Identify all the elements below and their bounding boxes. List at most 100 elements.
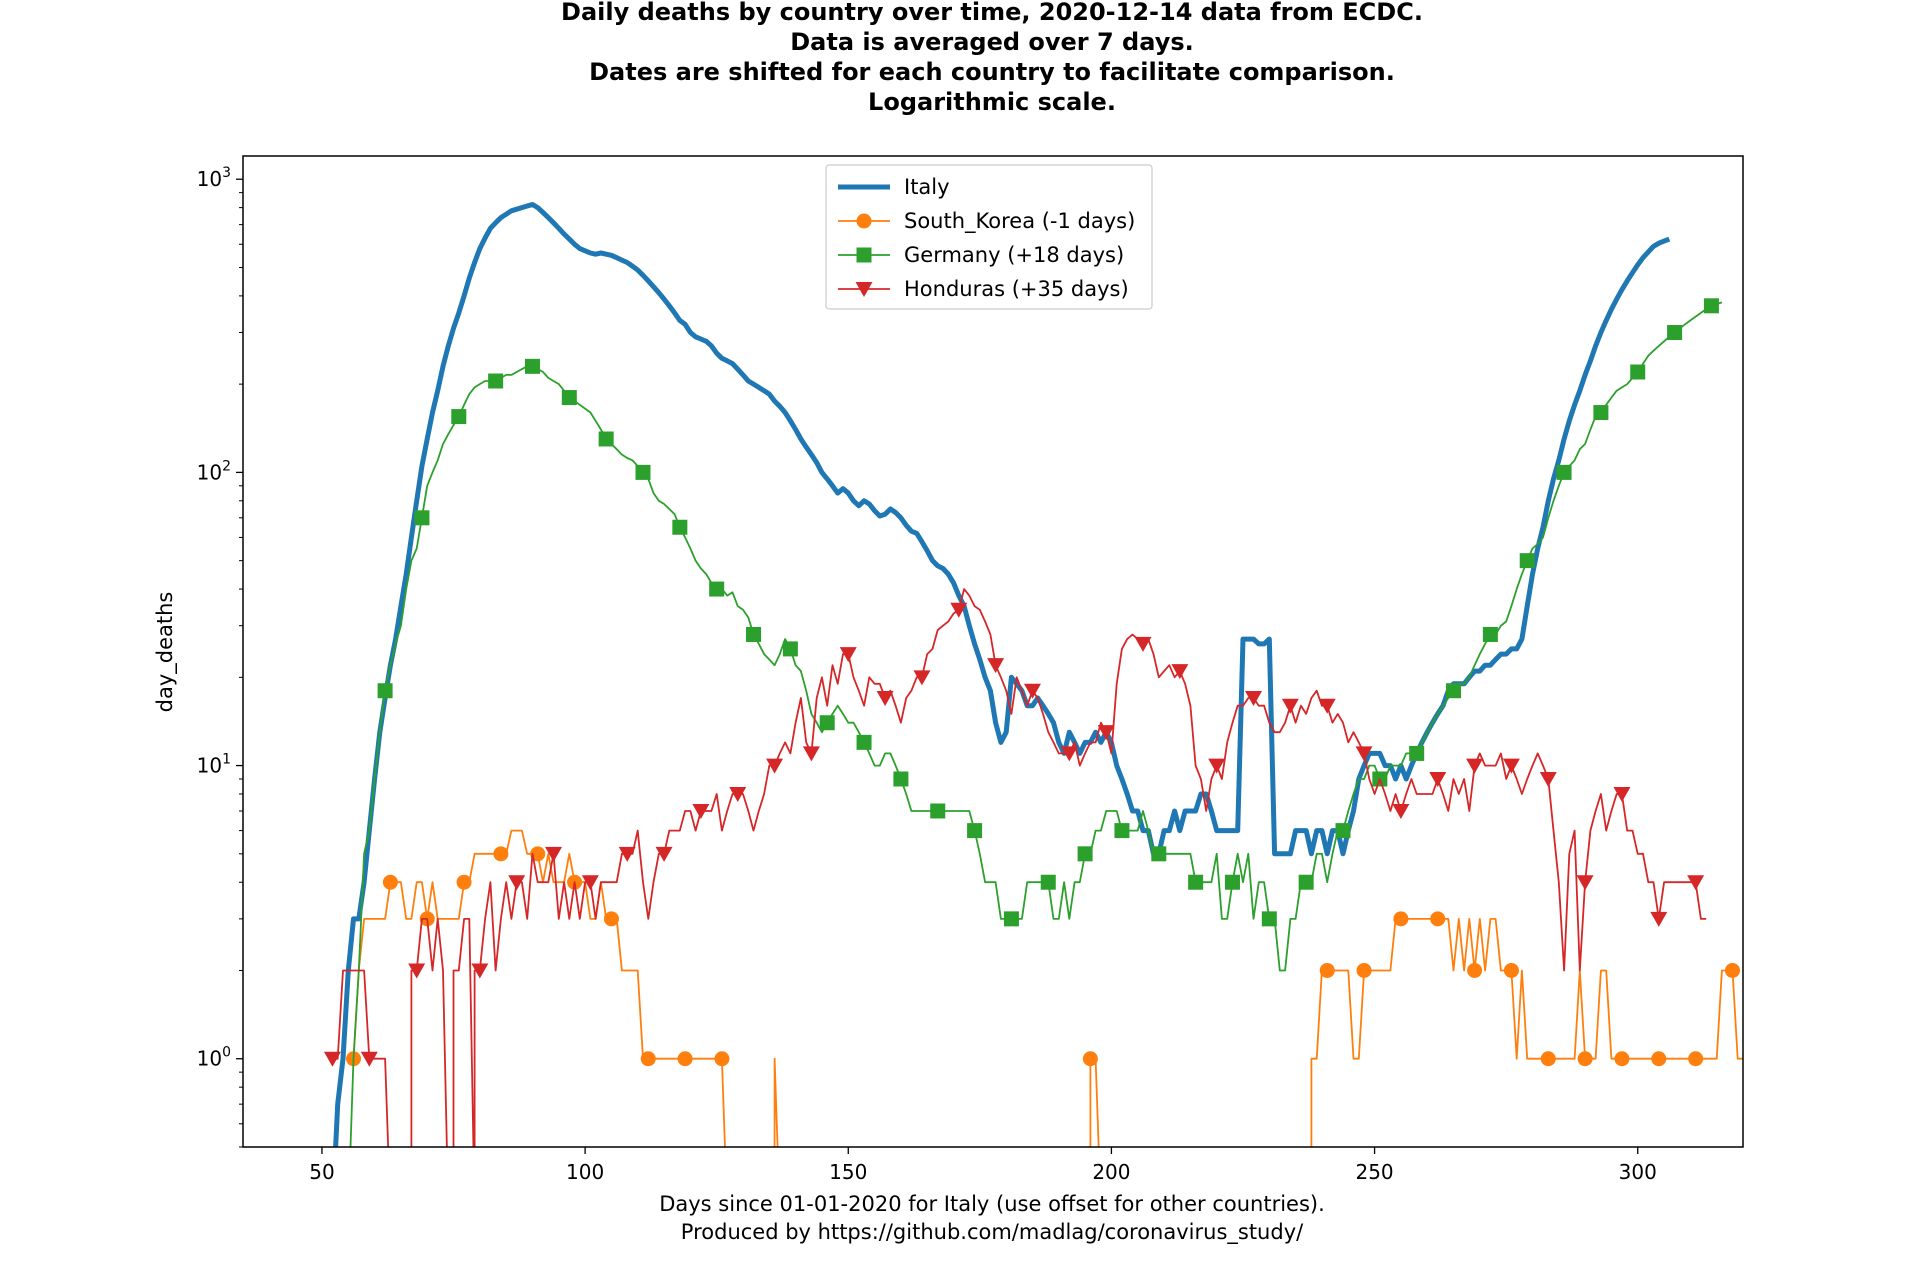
- title-line-3: Dates are shifted for each country to fa…: [589, 58, 1395, 86]
- x-axis: 50 100 150 200 250 300: [309, 1147, 1657, 1184]
- x-tick-label: 250: [1355, 1160, 1393, 1184]
- plot-area-frame: [242, 155, 1744, 1148]
- data-point: [1576, 875, 1594, 891]
- title-line-4: Logarithmic scale.: [868, 88, 1116, 116]
- data-point: [1429, 771, 1447, 787]
- legend-marker: [855, 282, 873, 297]
- data-point: [1318, 698, 1336, 714]
- data-point: [856, 734, 872, 750]
- data-point: [1651, 1051, 1667, 1067]
- data-point: [1577, 1051, 1593, 1067]
- data-point: [802, 746, 820, 762]
- data-point: [1613, 786, 1631, 802]
- data-point: [782, 641, 798, 657]
- series-layer: [323, 202, 1743, 1147]
- data-point: [414, 510, 430, 526]
- data-point: [1171, 664, 1189, 680]
- y-axis-label: day_deaths: [153, 592, 178, 713]
- legend-marker: [856, 247, 872, 263]
- data-point: [1245, 691, 1263, 707]
- data-point: [635, 464, 651, 480]
- legend-label: Honduras (+35 days): [904, 277, 1129, 301]
- y-tick-label: 100: [197, 1045, 231, 1071]
- data-point: [819, 715, 835, 731]
- data-point: [1650, 911, 1668, 927]
- data-point: [1593, 405, 1609, 421]
- legend-entry: Germany (+18 days): [838, 243, 1124, 267]
- series-1: [346, 829, 1743, 1147]
- x-tick-label: 200: [1092, 1160, 1130, 1184]
- x-tick-label: 50: [309, 1160, 334, 1184]
- x-axis-label: Days since 01-01-2020 for Italy (use off…: [659, 1192, 1325, 1245]
- data-point: [1724, 962, 1740, 978]
- data-point: [1134, 636, 1152, 652]
- x-tick-label: 100: [566, 1160, 604, 1184]
- y-axis: 100 101 102 103: [197, 165, 243, 1148]
- data-point: [524, 358, 540, 374]
- data-point: [950, 602, 968, 618]
- data-point: [377, 683, 393, 699]
- data-point: [967, 823, 983, 839]
- data-point: [1261, 911, 1277, 927]
- data-point: [1003, 911, 1019, 927]
- data-point: [692, 803, 710, 819]
- legend-entry: South_Korea (-1 days): [838, 209, 1135, 234]
- legend-entry: Honduras (+35 days): [838, 277, 1129, 301]
- data-point: [709, 581, 725, 597]
- data-point: [1151, 846, 1167, 862]
- data-point: [746, 626, 762, 642]
- data-point: [930, 803, 946, 819]
- data-point: [323, 1051, 341, 1067]
- data-point: [1503, 962, 1519, 978]
- data-point: [598, 431, 614, 447]
- data-point: [1393, 911, 1409, 927]
- data-point: [360, 1051, 378, 1067]
- data-point: [1023, 683, 1041, 699]
- data-point: [618, 846, 636, 862]
- y-tick-label: 101: [197, 752, 231, 778]
- data-point: [1540, 1051, 1556, 1067]
- data-point: [1040, 874, 1056, 890]
- title-line-2: Data is averaged over 7 days.: [790, 28, 1194, 56]
- data-point: [677, 1051, 693, 1067]
- data-point: [672, 519, 688, 535]
- data-point: [382, 874, 398, 890]
- data-point: [456, 874, 472, 890]
- data-point: [408, 963, 426, 979]
- data-point: [508, 875, 526, 891]
- data-point: [729, 786, 747, 802]
- x-axis-label-line-2: Produced by https://github.com/madlag/co…: [681, 1220, 1304, 1245]
- data-point: [1519, 553, 1535, 569]
- data-point: [766, 758, 784, 774]
- x-tick-label: 300: [1619, 1160, 1657, 1184]
- x-tick-label: 150: [829, 1160, 867, 1184]
- title-line-1: Daily deaths by country over time, 2020-…: [561, 0, 1423, 26]
- data-point: [1467, 962, 1483, 978]
- legend-marker: [856, 213, 872, 229]
- data-point: [1409, 745, 1425, 761]
- data-point: [488, 373, 504, 389]
- data-point: [1298, 874, 1314, 890]
- legend: Italy South_Korea (-1 days) Germany (+18 d…: [825, 164, 1153, 310]
- x-axis-label-line-1: Days since 01-01-2020 for Italy (use off…: [659, 1192, 1325, 1216]
- legend-label: Italy: [904, 175, 950, 199]
- data-point: [1446, 683, 1462, 699]
- data-point: [987, 658, 1005, 674]
- data-point: [561, 390, 577, 406]
- data-point: [1430, 911, 1446, 927]
- data-point: [493, 846, 509, 862]
- data-point: [471, 963, 489, 979]
- data-point: [1060, 746, 1078, 762]
- data-point: [1077, 846, 1093, 862]
- data-point: [876, 691, 894, 707]
- y-tick-label: 103: [197, 165, 231, 191]
- data-point: [1392, 803, 1410, 819]
- series-3: [323, 588, 1707, 1147]
- chart-title: Daily deaths by country over time, 2020-…: [561, 0, 1423, 116]
- data-point: [1335, 823, 1351, 839]
- y-tick-label: 102: [197, 458, 231, 484]
- data-point: [1356, 962, 1372, 978]
- data-point: [1556, 464, 1572, 480]
- data-point: [603, 911, 619, 927]
